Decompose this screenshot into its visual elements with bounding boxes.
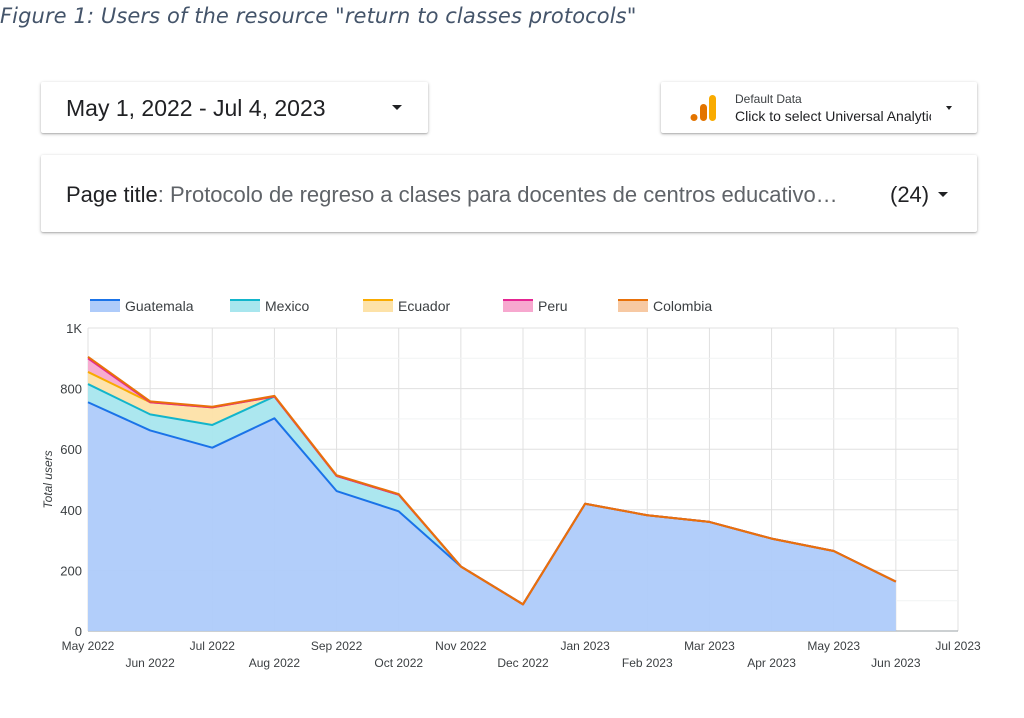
x-tick-label: Nov 2022	[435, 639, 487, 653]
x-tick-label: May 2022	[62, 639, 115, 653]
x-tick-label: Oct 2022	[374, 656, 423, 670]
x-tick-label: Jul 2023	[935, 639, 981, 653]
page-title-filter[interactable]: Page title: Protocolo de regreso a clase…	[41, 155, 977, 232]
chart-axes: 0 200 400 600 800 1K May 2022 Jun 2022 Jul 2022 A…	[41, 321, 981, 670]
legend-label: Colombia	[653, 298, 712, 314]
filter-value: : Protocolo de regreso a clases para doc…	[157, 182, 838, 207]
date-range-picker[interactable]: May 1, 2022 - Jul 4, 2023	[41, 82, 428, 133]
x-tick-label: Jun 2023	[871, 656, 921, 670]
y-tick-label: 800	[60, 382, 82, 397]
analytics-logo-icon	[690, 95, 716, 121]
legend-item: Guatemala	[90, 298, 194, 314]
legend-label: Peru	[538, 298, 568, 314]
x-tick-label: Feb 2023	[622, 656, 673, 670]
legend-swatch	[618, 300, 648, 312]
chart-areas	[88, 356, 896, 631]
legend-item: Peru	[503, 298, 568, 314]
legend-swatch	[503, 300, 533, 312]
x-tick-label: Jul 2022	[190, 639, 236, 653]
x-tick-label: Mar 2023	[684, 639, 735, 653]
y-tick-label: 0	[75, 624, 82, 639]
legend-swatch	[230, 300, 260, 312]
legend-item: Colombia	[618, 298, 712, 314]
data-source-subtitle: Click to select Universal Analytics	[735, 108, 931, 124]
x-tick-label: May 2023	[807, 639, 860, 653]
x-tick-label: Jun 2022	[125, 656, 175, 670]
figure-caption: Figure 1: Users of the resource "return …	[0, 4, 637, 28]
legend-item: Mexico	[230, 298, 310, 314]
area-guatemala	[88, 402, 896, 631]
chart-lines	[87, 355, 897, 606]
legend-swatch	[363, 300, 393, 312]
y-tick-label: 600	[60, 442, 82, 457]
chevron-down-icon	[938, 192, 948, 197]
data-source-selector[interactable]: Default Data Click to select Universal A…	[661, 82, 977, 133]
date-range-label: May 1, 2022 - Jul 4, 2023	[66, 95, 326, 121]
x-tick-label: Apr 2023	[747, 656, 796, 670]
x-tick-label: Aug 2022	[249, 656, 301, 670]
legend-swatch	[90, 300, 120, 312]
legend-label: Mexico	[265, 298, 310, 314]
y-axis-title: Total users	[41, 450, 55, 508]
x-tick-label: Jan 2023	[560, 639, 610, 653]
data-source-title: Default Data	[735, 92, 802, 106]
y-tick-label: 1K	[66, 321, 82, 336]
filter-label: Page title	[66, 182, 158, 207]
chevron-down-icon	[392, 105, 402, 110]
y-tick-label: 400	[60, 503, 82, 518]
chevron-down-icon	[946, 106, 952, 110]
x-tick-label: Sep 2022	[311, 639, 363, 653]
filter-count: (24)	[890, 182, 930, 207]
users-area-chart: Guatemala Mexico Ecuador Peru Colombia 0 200 4…	[41, 298, 981, 670]
legend-item: Ecuador	[363, 298, 450, 314]
chart-legend: Guatemala Mexico Ecuador Peru Colombia	[90, 298, 712, 314]
filter-text: Page title: Protocolo de regreso a clase…	[66, 182, 838, 208]
x-tick-label: Dec 2022	[497, 656, 549, 670]
y-tick-label: 200	[60, 563, 82, 578]
line-colombia	[87, 355, 897, 606]
legend-label: Ecuador	[398, 298, 450, 314]
legend-label: Guatemala	[125, 298, 194, 314]
